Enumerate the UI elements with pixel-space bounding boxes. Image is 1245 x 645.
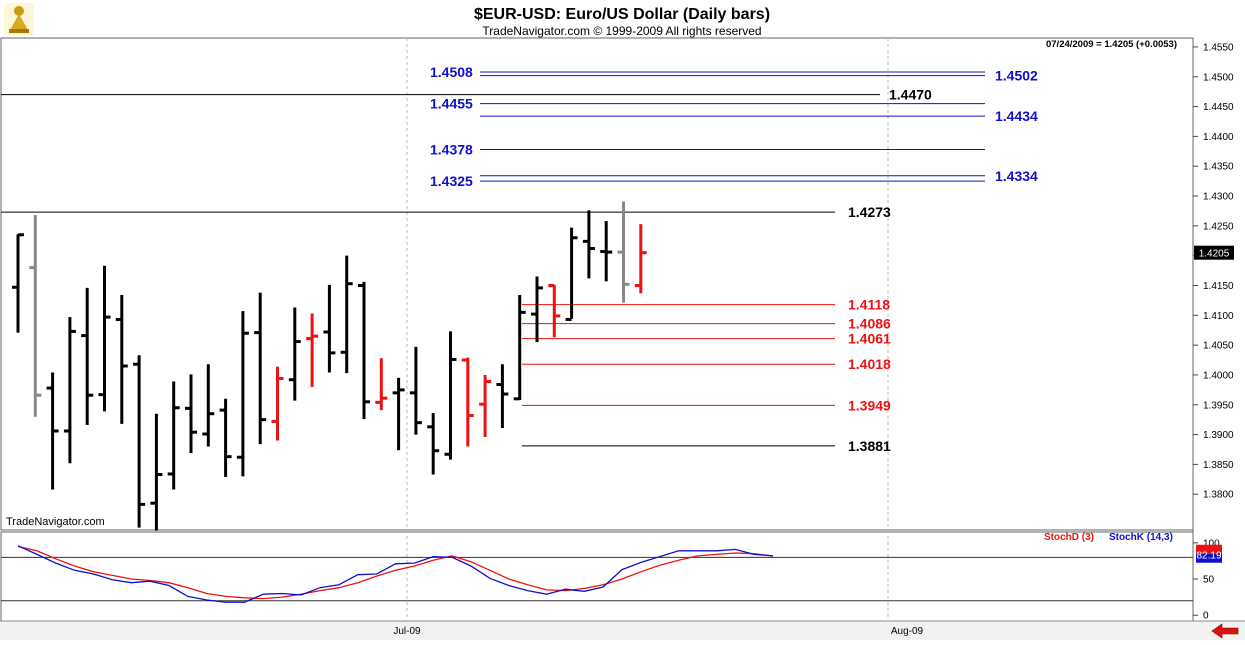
- ohlc-bar: [133, 355, 146, 528]
- copyright-text: TradeNavigator.com © 1999-2009 All right…: [482, 24, 761, 38]
- y-tick-label: 1.4550: [1203, 42, 1234, 53]
- price-levels: 1.4508 1.4502 1.4470 1.4455 1.4434 1.4378 1.43…: [1, 64, 1038, 454]
- ohlc-bar: [167, 381, 180, 490]
- ohlc-bar: [115, 295, 128, 424]
- ohlc-bar: [582, 210, 595, 279]
- level-label: 1.4273: [848, 204, 891, 220]
- level-label: 1.4086: [848, 316, 891, 332]
- ohlc-bar: [12, 233, 24, 333]
- y-tick-label: 1.4300: [1203, 192, 1234, 203]
- y-tick-label: 1.4500: [1203, 72, 1234, 83]
- y-tick-label: 1.4450: [1203, 102, 1234, 113]
- y-tick-label: 1.4350: [1203, 162, 1234, 173]
- ohlc-bar: [531, 276, 543, 343]
- stoch-last-value: 82.19: [1196, 551, 1221, 562]
- ohlc-bar: [634, 224, 647, 294]
- ohlc-bar: [565, 227, 578, 321]
- ohlc-bar: [81, 287, 94, 426]
- chart-title: $EUR-USD: Euro/US Dollar (Daily bars): [474, 6, 770, 23]
- ohlc-bar: [409, 346, 422, 435]
- y-tick-label: 1.3800: [1203, 490, 1234, 501]
- ohlc-bar: [254, 292, 267, 445]
- ohlc-bar: [375, 358, 388, 411]
- stochastic-panel: [0, 531, 1194, 622]
- stochk-line: [17, 545, 774, 603]
- ohlc-bar: [427, 413, 440, 475]
- stochk-value-box: [1196, 553, 1222, 563]
- ohlc-bar: [617, 201, 630, 303]
- ohlc-bar: [513, 295, 526, 401]
- level-label: 1.4118: [848, 297, 890, 313]
- last-price-box: [1194, 245, 1234, 260]
- stochk-legend: StochK (14,3): [1109, 532, 1173, 543]
- level-label: 1.4325: [430, 173, 473, 189]
- ohlc-bar: [63, 317, 76, 464]
- y-tick-label: 1.3950: [1203, 400, 1234, 411]
- ohlc-bar: [600, 221, 613, 282]
- ohlc-bar: [496, 364, 509, 429]
- ohlc-bar: [358, 281, 370, 420]
- level-label: 1.4455: [430, 96, 473, 112]
- level-label: 1.4061: [848, 331, 891, 347]
- stoch-tick-label: 50: [1203, 575, 1215, 586]
- scroll-left-arrow-icon[interactable]: [1208, 623, 1242, 639]
- ohlc-bar: [185, 374, 197, 454]
- stochd-value-box: [1196, 544, 1222, 554]
- ohlc-bar: [150, 413, 163, 531]
- level-label: 1.3881: [848, 438, 891, 454]
- ohlc-bar: [479, 374, 492, 437]
- ohlc-bar: [29, 215, 42, 417]
- ohlc-bar: [444, 331, 457, 460]
- y-tick-label: 1.4150: [1203, 281, 1234, 292]
- y-tick-label: 1.4400: [1203, 132, 1234, 143]
- ohlc-bar: [392, 377, 405, 451]
- level-label: 1.4508: [430, 64, 473, 80]
- ohlc-bar: [236, 311, 249, 477]
- level-label: 1.4470: [889, 87, 932, 103]
- x-tick-aug: Aug-09: [891, 626, 924, 637]
- y-tick-label: 1.3850: [1203, 460, 1234, 471]
- level-label: 1.4018: [848, 356, 891, 372]
- y-tick-label: 1.4000: [1203, 370, 1234, 381]
- level-label: 1.4334: [995, 168, 1038, 184]
- ohlc-bar: [306, 313, 319, 387]
- ohlc-bar: [288, 307, 301, 401]
- ohlc-bar: [271, 366, 284, 441]
- watermark-text: TradeNavigator.com: [6, 516, 105, 528]
- header-band: [0, 0, 1245, 38]
- y-tick-label: 1.4050: [1203, 341, 1234, 352]
- level-label: 1.4434: [995, 108, 1038, 124]
- y-tick-label: 1.3900: [1203, 430, 1234, 441]
- ohlc-bar: [46, 372, 59, 490]
- level-label: 1.3949: [848, 397, 891, 413]
- last-quote-text: 07/24/2009 = 1.4205 (+0.0053): [1046, 39, 1177, 50]
- level-label: 1.4502: [995, 68, 1038, 84]
- stochd-legend: StochD (3): [1044, 532, 1094, 543]
- y-tick-label: 1.4100: [1203, 311, 1234, 322]
- stochd-line: [17, 545, 774, 600]
- stoch-tick-label: 0: [1203, 611, 1209, 622]
- x-tick-jul: Jul-09: [393, 626, 421, 637]
- price-panel: [0, 37, 1194, 531]
- app-logo: [4, 3, 34, 35]
- y-tick-label: 1.4250: [1203, 221, 1234, 232]
- last-price-label: 1.4205: [1199, 249, 1230, 260]
- ohlc-bar: [548, 283, 561, 338]
- ohlc-bar: [461, 357, 474, 447]
- price-bars: [12, 201, 647, 531]
- ohlc-bar: [340, 255, 353, 374]
- ohlc-bar: [202, 364, 215, 447]
- stoch-tick-label: 100: [1203, 538, 1220, 549]
- ohlc-bar: [98, 265, 111, 412]
- price-axis: 1.3800 1.3850 1.3900 1.3950 1.4000 1.4050 1.41…: [1193, 42, 1234, 501]
- date-axis-strip: [0, 621, 1245, 640]
- ohlc-bar: [323, 284, 336, 373]
- stochastic-lines: 100 50 0 82.19: [1, 538, 1222, 622]
- ohlc-bar: [219, 398, 232, 477]
- level-label: 1.4378: [430, 142, 473, 158]
